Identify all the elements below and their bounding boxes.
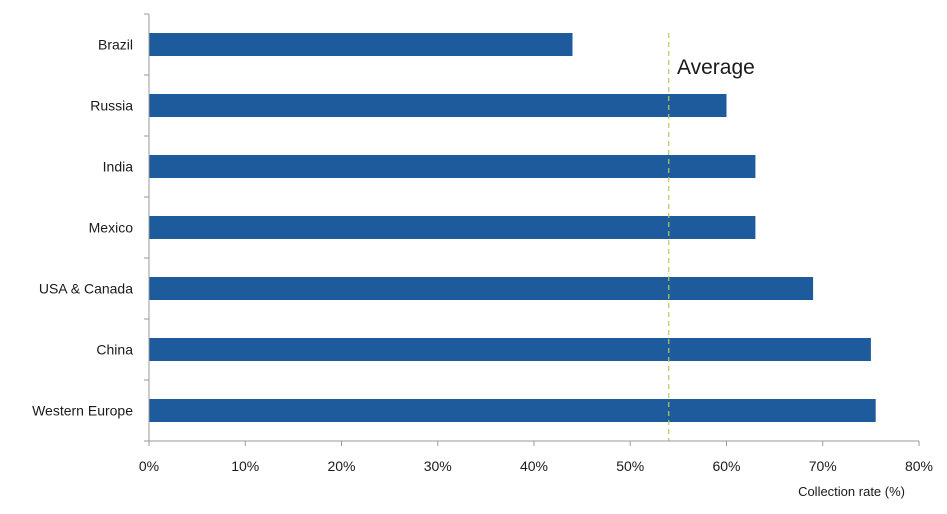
x-tick-label: 40% <box>520 458 548 474</box>
bar-western-europe <box>149 399 876 422</box>
x-tick-label: 30% <box>424 458 452 474</box>
category-label: China <box>96 342 133 358</box>
bar-brazil <box>149 33 573 56</box>
x-tick-label: 70% <box>809 458 837 474</box>
category-label: USA & Canada <box>39 281 133 297</box>
category-label: Russia <box>90 98 133 114</box>
x-axis-title: Collection rate (%) <box>798 484 905 499</box>
bar-mexico <box>149 216 756 239</box>
x-tick-label: 10% <box>231 458 259 474</box>
x-tick-label: 20% <box>327 458 355 474</box>
bar-russia <box>149 94 727 117</box>
x-tick-label: 80% <box>905 458 933 474</box>
bar-india <box>149 155 756 178</box>
bar-usa-canada <box>149 277 814 300</box>
category-label: Mexico <box>89 220 134 236</box>
bar-china <box>149 338 871 361</box>
category-label: Western Europe <box>32 403 133 419</box>
x-tick-label: 60% <box>712 458 740 474</box>
average-label: Average <box>677 56 755 79</box>
category-label: Brazil <box>98 37 133 53</box>
x-tick-label: 0% <box>139 458 159 474</box>
category-label: India <box>103 159 134 175</box>
x-tick-label: 50% <box>616 458 644 474</box>
